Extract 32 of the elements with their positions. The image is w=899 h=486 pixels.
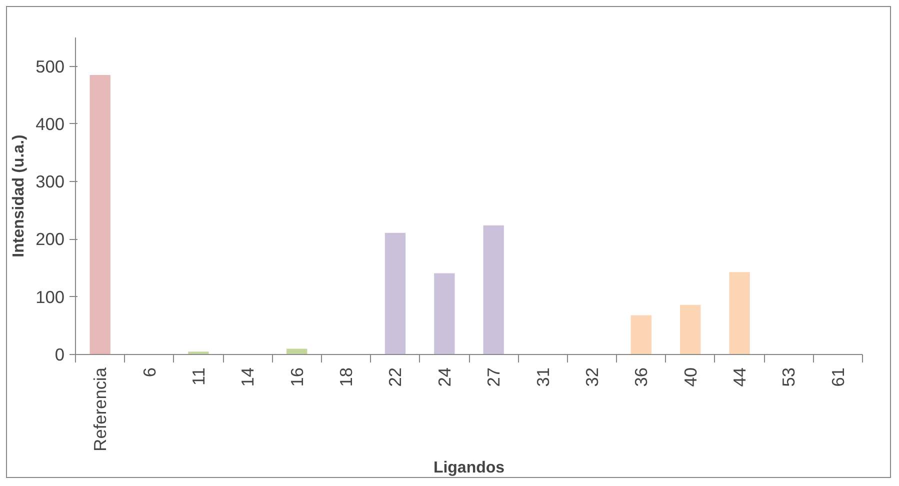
bar [286, 348, 308, 354]
y-tick-label: 300 [36, 172, 65, 192]
y-tick-label: 500 [36, 56, 65, 76]
x-tick-label: 27 [484, 367, 504, 387]
x-tick-label: 40 [680, 367, 700, 387]
bar [630, 315, 652, 354]
x-axis-title: Ligandos [433, 459, 505, 476]
x-tick-label: 53 [778, 367, 799, 387]
x-tick-label: 18 [336, 367, 356, 387]
x-tick-label: 31 [532, 367, 553, 387]
bar [680, 304, 701, 354]
x-tick-label: 22 [385, 367, 406, 387]
x-tick-label: 61 [828, 367, 848, 387]
bar [483, 225, 504, 354]
y-tick-label: 0 [54, 344, 65, 364]
x-tick-label: 14 [238, 367, 258, 387]
x-tick-label: 36 [631, 367, 652, 387]
x-tick-label: 44 [730, 367, 750, 387]
y-tick-label: 200 [36, 229, 65, 250]
x-tick-label: 24 [434, 367, 454, 387]
y-tick-label: 100 [36, 286, 65, 307]
y-axis-title: Intensidad (u.a.) [10, 134, 28, 258]
y-tick-label: 400 [36, 114, 65, 134]
x-tick-label: Referencia [90, 367, 110, 452]
bar [384, 232, 406, 354]
x-tick-label: 32 [582, 367, 602, 387]
x-tick-label: 6 [139, 367, 160, 378]
x-tick-label: 11 [188, 367, 208, 386]
bar [90, 74, 110, 354]
bar [434, 273, 455, 354]
x-tick-label: 16 [286, 367, 307, 387]
bar [729, 272, 750, 354]
